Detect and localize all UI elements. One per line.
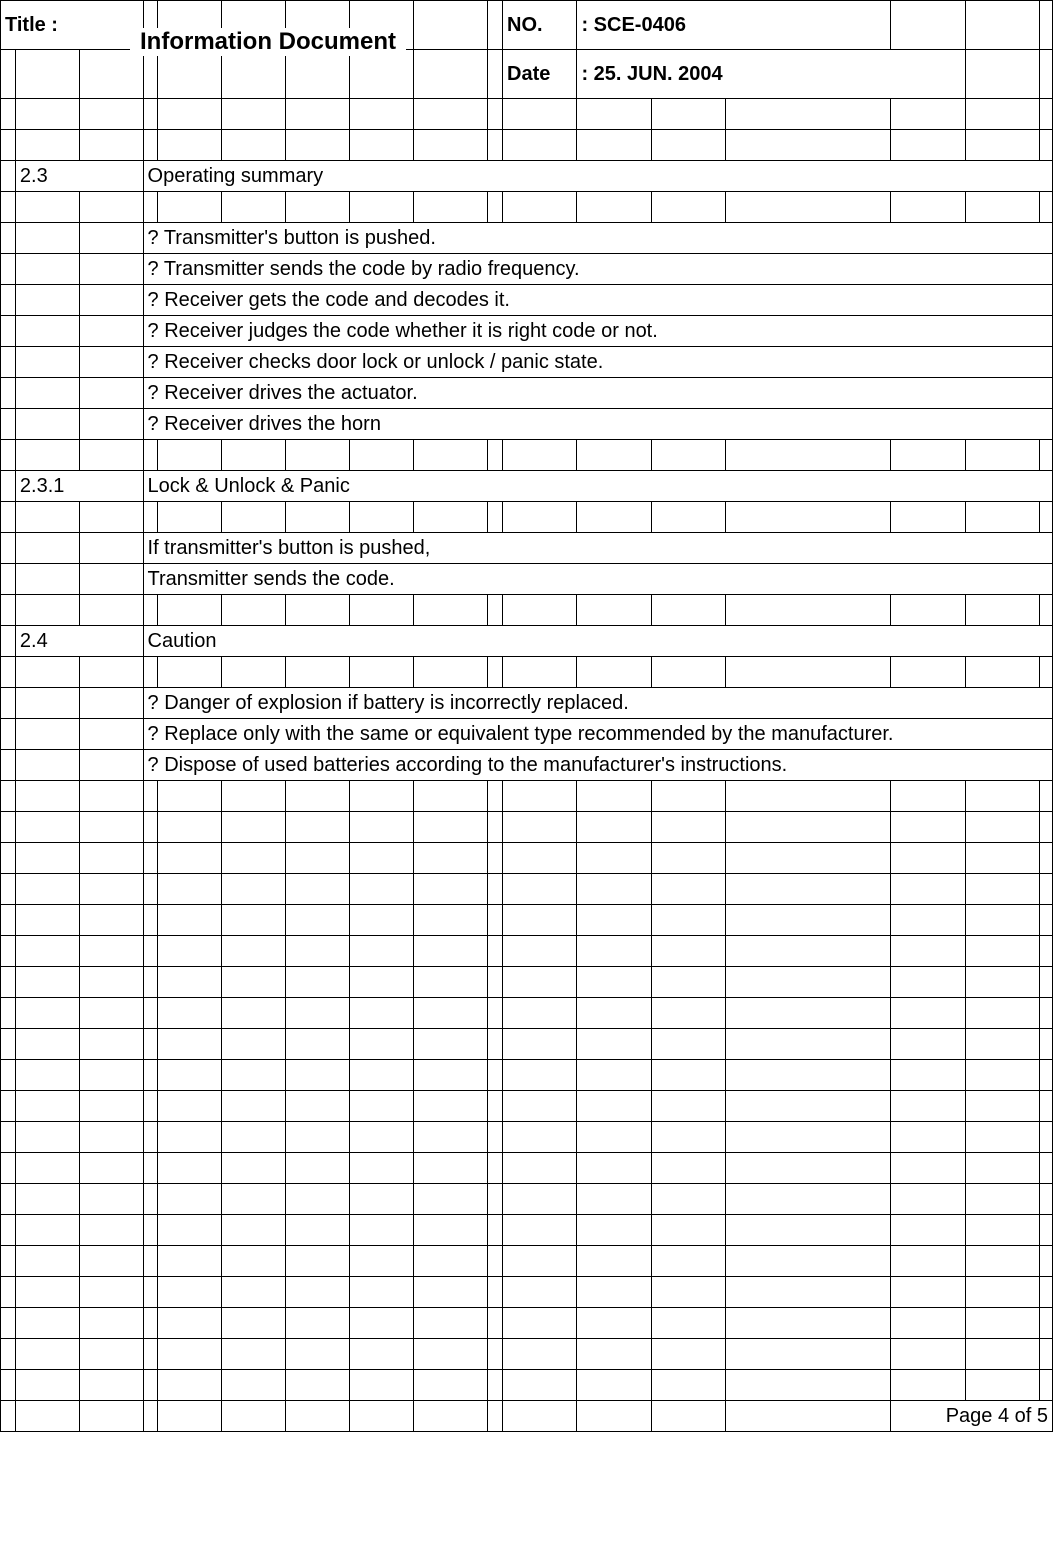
blank-row — [1, 936, 1053, 967]
section-title: Caution — [143, 626, 1052, 657]
list-item: ? Transmitter sends the code by radio fr… — [1, 254, 1053, 285]
item-text: ? Receiver drives the horn — [143, 409, 1052, 440]
list-item: ? Receiver gets the code and decodes it. — [1, 285, 1053, 316]
blank-row — [1, 967, 1053, 998]
item-text: ? Receiver drives the actuator. — [143, 378, 1052, 409]
item-text: ? Transmitter's button is pushed. — [143, 223, 1052, 254]
date-label: Date — [503, 50, 577, 99]
document-page: Information Document Title : NO. : SCE-0… — [0, 0, 1053, 1541]
blank-row — [1, 192, 1053, 223]
line-text: Transmitter sends the code. — [143, 564, 1052, 595]
list-item: ? Receiver drives the horn — [1, 409, 1053, 440]
blank-row — [1, 905, 1053, 936]
list-item: ? Receiver drives the actuator. — [1, 378, 1053, 409]
blank-row — [1, 1308, 1053, 1339]
section-number: 2.4 — [15, 626, 143, 657]
item-text: ? Receiver checks door lock or unlock / … — [143, 347, 1052, 378]
title-label: Title : — [1, 1, 144, 50]
blank-row — [1, 1277, 1053, 1308]
blank-row — [1, 1060, 1053, 1091]
blank-row — [1, 657, 1053, 688]
blank-row — [1, 440, 1053, 471]
list-item: ? Receiver checks door lock or unlock / … — [1, 347, 1053, 378]
body-line: If transmitter's button is pushed, — [1, 533, 1053, 564]
section-2-3: 2.3 Operating summary — [1, 161, 1053, 192]
blank-row — [1, 874, 1053, 905]
footer-row: Page 4 of 5 — [1, 1401, 1053, 1432]
list-item: ? Transmitter's button is pushed. — [1, 223, 1053, 254]
blank-row — [1, 1215, 1053, 1246]
blank-row — [1, 595, 1053, 626]
blank-row — [1, 1091, 1053, 1122]
list-item: ? Receiver judges the code whether it is… — [1, 316, 1053, 347]
body-line: Transmitter sends the code. — [1, 564, 1053, 595]
document-title: Information Document — [130, 28, 406, 56]
blank-row — [1, 1246, 1053, 1277]
item-text: ? Dispose of used batteries according to… — [143, 750, 1052, 781]
blank-row — [1, 998, 1053, 1029]
list-item: ? Dispose of used batteries according to… — [1, 750, 1053, 781]
blank-row — [1, 781, 1053, 812]
section-number: 2.3 — [15, 161, 143, 192]
blank-row — [1, 812, 1053, 843]
blank-row — [1, 1153, 1053, 1184]
no-label: NO. — [503, 1, 577, 50]
section-number: 2.3.1 — [15, 471, 143, 502]
date-value: : 25. JUN. 2004 — [577, 50, 965, 99]
blank-row — [1, 130, 1053, 161]
blank-row — [1, 1184, 1053, 1215]
section-2-4: 2.4 Caution — [1, 626, 1053, 657]
blank-row — [1, 1370, 1053, 1401]
blank-row — [1, 1122, 1053, 1153]
header-row-2: Date : 25. JUN. 2004 — [1, 50, 1053, 99]
item-text: ? Replace only with the same or equivale… — [143, 719, 1052, 750]
no-value: : SCE-0406 — [577, 1, 891, 50]
page-number: Page 4 of 5 — [891, 1401, 1053, 1432]
section-2-3-1: 2.3.1 Lock & Unlock & Panic — [1, 471, 1053, 502]
blank-row — [1, 1029, 1053, 1060]
line-text: If transmitter's button is pushed, — [143, 533, 1052, 564]
item-text: ? Transmitter sends the code by radio fr… — [143, 254, 1052, 285]
blank-row — [1, 843, 1053, 874]
item-text: ? Receiver judges the code whether it is… — [143, 316, 1052, 347]
list-item: ? Replace only with the same or equivale… — [1, 719, 1053, 750]
section-title: Lock & Unlock & Panic — [143, 471, 1052, 502]
section-title: Operating summary — [143, 161, 1052, 192]
document-grid: Title : NO. : SCE-0406 Date : 25. JUN. 2… — [0, 0, 1053, 1432]
item-text: ? Danger of explosion if battery is inco… — [143, 688, 1052, 719]
blank-row — [1, 99, 1053, 130]
list-item: ? Danger of explosion if battery is inco… — [1, 688, 1053, 719]
item-text: ? Receiver gets the code and decodes it. — [143, 285, 1052, 316]
blank-row — [1, 502, 1053, 533]
blank-row — [1, 1339, 1053, 1370]
